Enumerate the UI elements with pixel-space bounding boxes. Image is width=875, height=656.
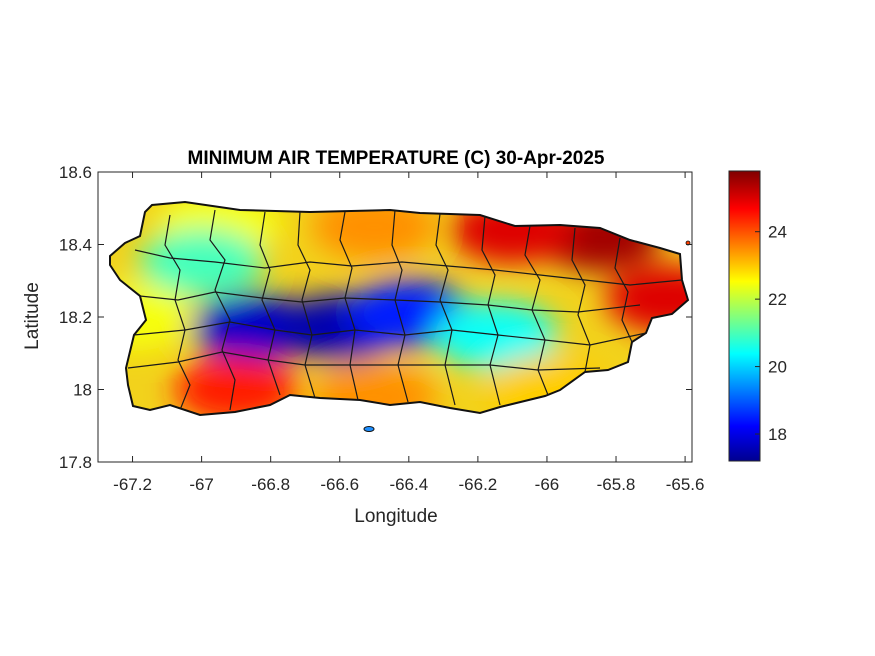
colorbar — [728, 170, 761, 462]
x-tick-label: -67.2 — [113, 475, 152, 494]
colorbar-tick-label: 22 — [768, 290, 787, 309]
y-tick-label: 18 — [73, 381, 92, 400]
x-axis-ticks: -67.2 -67 -66.8 -66.6 -66.4 -66.2 -66 -65.8 -65.… — [113, 172, 704, 494]
y-tick-label: 18.2 — [59, 308, 92, 327]
x-tick-label: -66.8 — [251, 475, 290, 494]
islet — [363, 426, 375, 432]
temperature-sample — [605, 264, 688, 333]
x-tick-label: -66 — [535, 475, 560, 494]
colorbar-tick-label: 24 — [768, 223, 787, 242]
x-tick-label: -66.2 — [459, 475, 498, 494]
chart-title: MINIMUM AIR TEMPERATURE (C) 30-Apr-2025 — [188, 148, 605, 169]
y-tick-label: 18.6 — [59, 163, 92, 182]
x-tick-label: -67 — [189, 475, 214, 494]
temperature-sample — [191, 293, 316, 362]
municipal-borders — [127, 209, 683, 411]
x-tick-label: -65.8 — [597, 475, 636, 494]
temperature-sample — [139, 228, 264, 297]
colorbar-tick-label: 20 — [768, 358, 787, 377]
y-tick-label: 18.4 — [59, 236, 92, 255]
x-axis-label: Longitude — [354, 506, 437, 527]
x-tick-label: -66.4 — [389, 475, 428, 494]
x-tick-label: -66.6 — [320, 475, 359, 494]
colorbar-ticks: 18 20 22 24 — [755, 223, 787, 444]
x-tick-label: -65.6 — [666, 475, 705, 494]
colorbar-tick-label: 18 — [768, 425, 787, 444]
y-axis-ticks: 17.8 18 18.2 18.4 18.6 — [59, 163, 692, 472]
y-tick-label: 17.8 — [59, 453, 92, 472]
y-axis-label: Latitude — [22, 282, 43, 350]
